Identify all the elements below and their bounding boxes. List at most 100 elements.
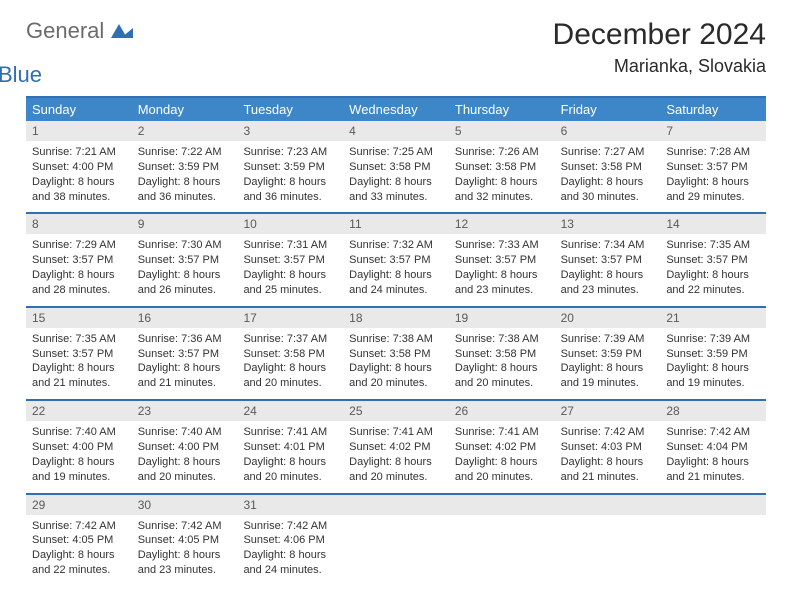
day-line-dl2: and 23 minutes. <box>455 283 549 298</box>
day-line-dl1: Daylight: 8 hours <box>349 455 443 470</box>
day-content: Sunrise: 7:21 AMSunset: 4:00 PMDaylight:… <box>26 141 132 212</box>
day-number: 27 <box>555 401 661 421</box>
dow-tuesday: Tuesday <box>237 98 343 121</box>
day-line-dl1: Daylight: 8 hours <box>243 361 337 376</box>
day-cell: 3Sunrise: 7:23 AMSunset: 3:59 PMDaylight… <box>237 121 343 212</box>
day-line-dl2: and 33 minutes. <box>349 190 443 205</box>
day-number: 17 <box>237 308 343 328</box>
day-content: Sunrise: 7:22 AMSunset: 3:59 PMDaylight:… <box>132 141 238 212</box>
day-content: Sunrise: 7:40 AMSunset: 4:00 PMDaylight:… <box>26 421 132 492</box>
day-line-sr: Sunrise: 7:25 AM <box>349 145 443 160</box>
day-line-dl1: Daylight: 8 hours <box>561 361 655 376</box>
day-line-dl1: Daylight: 8 hours <box>561 175 655 190</box>
day-line-dl2: and 21 minutes. <box>32 376 126 391</box>
dow-friday: Friday <box>555 98 661 121</box>
day-line-dl2: and 20 minutes. <box>455 376 549 391</box>
day-line-ss: Sunset: 3:58 PM <box>455 160 549 175</box>
day-cell: 1Sunrise: 7:21 AMSunset: 4:00 PMDaylight… <box>26 121 132 212</box>
day-content: Sunrise: 7:31 AMSunset: 3:57 PMDaylight:… <box>237 234 343 305</box>
day-line-dl1: Daylight: 8 hours <box>561 455 655 470</box>
day-line-sr: Sunrise: 7:30 AM <box>138 238 232 253</box>
day-line-dl2: and 22 minutes. <box>32 563 126 578</box>
day-number: 12 <box>449 214 555 234</box>
logo-text-general: General <box>26 18 104 43</box>
day-line-sr: Sunrise: 7:42 AM <box>32 519 126 534</box>
day-content: Sunrise: 7:40 AMSunset: 4:00 PMDaylight:… <box>132 421 238 492</box>
day-line-dl2: and 19 minutes. <box>666 376 760 391</box>
day-number: 10 <box>237 214 343 234</box>
day-line-dl1: Daylight: 8 hours <box>32 548 126 563</box>
day-line-ss: Sunset: 3:58 PM <box>349 347 443 362</box>
day-line-dl1: Daylight: 8 hours <box>32 268 126 283</box>
day-line-ss: Sunset: 4:03 PM <box>561 440 655 455</box>
day-line-sr: Sunrise: 7:35 AM <box>32 332 126 347</box>
day-cell: 7Sunrise: 7:28 AMSunset: 3:57 PMDaylight… <box>660 121 766 212</box>
day-line-dl1: Daylight: 8 hours <box>666 268 760 283</box>
title-block: December 2024 Marianka, Slovakia <box>553 18 766 77</box>
day-line-sr: Sunrise: 7:35 AM <box>666 238 760 253</box>
day-line-sr: Sunrise: 7:42 AM <box>666 425 760 440</box>
day-line-sr: Sunrise: 7:31 AM <box>243 238 337 253</box>
day-line-ss: Sunset: 4:00 PM <box>138 440 232 455</box>
week-row: 22Sunrise: 7:40 AMSunset: 4:00 PMDayligh… <box>26 399 766 492</box>
day-line-dl2: and 36 minutes. <box>138 190 232 205</box>
day-line-dl1: Daylight: 8 hours <box>243 175 337 190</box>
day-line-sr: Sunrise: 7:23 AM <box>243 145 337 160</box>
day-line-ss: Sunset: 3:57 PM <box>561 253 655 268</box>
day-line-dl1: Daylight: 8 hours <box>349 175 443 190</box>
day-line-dl2: and 28 minutes. <box>32 283 126 298</box>
day-cell: 25Sunrise: 7:41 AMSunset: 4:02 PMDayligh… <box>343 401 449 492</box>
day-cell: 23Sunrise: 7:40 AMSunset: 4:00 PMDayligh… <box>132 401 238 492</box>
day-line-sr: Sunrise: 7:42 AM <box>243 519 337 534</box>
day-number: 26 <box>449 401 555 421</box>
day-line-dl2: and 25 minutes. <box>243 283 337 298</box>
day-number: 20 <box>555 308 661 328</box>
day-line-sr: Sunrise: 7:40 AM <box>138 425 232 440</box>
day-line-dl2: and 21 minutes. <box>138 376 232 391</box>
day-cell: 31Sunrise: 7:42 AMSunset: 4:06 PMDayligh… <box>237 495 343 586</box>
day-line-sr: Sunrise: 7:41 AM <box>349 425 443 440</box>
day-line-dl1: Daylight: 8 hours <box>455 361 549 376</box>
day-cell: 29Sunrise: 7:42 AMSunset: 4:05 PMDayligh… <box>26 495 132 586</box>
day-line-dl1: Daylight: 8 hours <box>138 175 232 190</box>
logo-text-blue: Blue <box>0 62 133 88</box>
day-line-dl1: Daylight: 8 hours <box>243 455 337 470</box>
day-line-dl1: Daylight: 8 hours <box>138 455 232 470</box>
day-number: 18 <box>343 308 449 328</box>
day-content: Sunrise: 7:37 AMSunset: 3:58 PMDaylight:… <box>237 328 343 399</box>
day-line-ss: Sunset: 3:57 PM <box>666 160 760 175</box>
day-line-dl2: and 20 minutes. <box>243 376 337 391</box>
day-number: 4 <box>343 121 449 141</box>
day-line-sr: Sunrise: 7:34 AM <box>561 238 655 253</box>
day-cell: 10Sunrise: 7:31 AMSunset: 3:57 PMDayligh… <box>237 214 343 305</box>
day-number: 15 <box>26 308 132 328</box>
day-line-dl1: Daylight: 8 hours <box>666 361 760 376</box>
day-cell: 12Sunrise: 7:33 AMSunset: 3:57 PMDayligh… <box>449 214 555 305</box>
day-line-sr: Sunrise: 7:41 AM <box>243 425 337 440</box>
day-number: 16 <box>132 308 238 328</box>
day-line-ss: Sunset: 4:01 PM <box>243 440 337 455</box>
logo-triangle-icon <box>111 22 133 43</box>
day-cell: 6Sunrise: 7:27 AMSunset: 3:58 PMDaylight… <box>555 121 661 212</box>
day-line-dl2: and 30 minutes. <box>561 190 655 205</box>
day-line-dl1: Daylight: 8 hours <box>243 268 337 283</box>
day-number <box>555 495 661 515</box>
day-content: Sunrise: 7:27 AMSunset: 3:58 PMDaylight:… <box>555 141 661 212</box>
day-number: 3 <box>237 121 343 141</box>
day-line-ss: Sunset: 3:59 PM <box>561 347 655 362</box>
day-line-ss: Sunset: 4:02 PM <box>455 440 549 455</box>
day-content: Sunrise: 7:39 AMSunset: 3:59 PMDaylight:… <box>555 328 661 399</box>
day-line-dl1: Daylight: 8 hours <box>32 175 126 190</box>
day-line-ss: Sunset: 4:00 PM <box>32 160 126 175</box>
day-line-dl1: Daylight: 8 hours <box>32 361 126 376</box>
day-cell: 22Sunrise: 7:40 AMSunset: 4:00 PMDayligh… <box>26 401 132 492</box>
logo: General Blue <box>26 18 133 88</box>
day-line-dl1: Daylight: 8 hours <box>349 361 443 376</box>
day-content <box>555 515 661 575</box>
day-line-ss: Sunset: 3:57 PM <box>138 347 232 362</box>
day-line-sr: Sunrise: 7:40 AM <box>32 425 126 440</box>
day-line-dl1: Daylight: 8 hours <box>138 548 232 563</box>
day-line-dl2: and 23 minutes. <box>138 563 232 578</box>
day-line-dl2: and 19 minutes. <box>561 376 655 391</box>
day-line-ss: Sunset: 4:04 PM <box>666 440 760 455</box>
